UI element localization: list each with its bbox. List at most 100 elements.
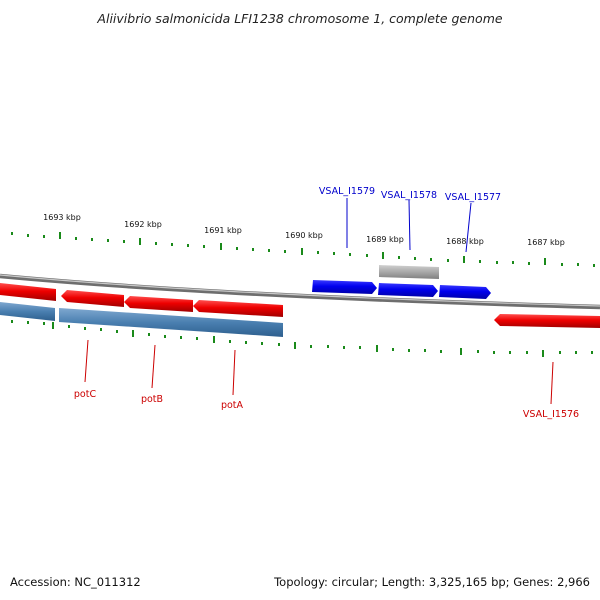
gene-label-vsal-i1577[interactable]: VSAL_I1577 (445, 192, 501, 203)
gene-label-pota[interactable]: potA (221, 400, 244, 411)
map-title: Aliivibrio salmonicida LFI1238 chromosom… (96, 11, 502, 26)
tick-label: 1690 kbp (285, 231, 323, 240)
cds-features (0, 302, 283, 337)
tick-mark (496, 261, 498, 264)
tick-mark (229, 340, 231, 343)
gene-arrow-vsal-i1578[interactable] (378, 283, 438, 297)
genome-backbone-highlight (0, 274, 600, 307)
cds-feature-left[interactable] (0, 302, 55, 321)
cds-feature-pot-operon[interactable] (59, 308, 283, 337)
genome-summary-text: Topology: circular; Length: 3,325,165 bp… (273, 575, 590, 589)
tick-mark (463, 256, 465, 263)
tick-row-upper (11, 232, 595, 267)
tick-mark (148, 333, 150, 336)
tick-mark (359, 346, 361, 349)
tick-mark (187, 244, 189, 247)
leader-line (151, 344, 156, 389)
tick-mark (528, 262, 530, 265)
tick-mark (236, 247, 238, 250)
tick-mark (526, 351, 528, 354)
tick-mark (268, 249, 270, 252)
leader-line (550, 361, 554, 405)
tick-mark (398, 256, 400, 259)
leader-line (84, 339, 89, 383)
tick-label: 1692 kbp (124, 220, 162, 229)
tick-mark (460, 348, 462, 355)
tick-mark (477, 350, 479, 353)
tick-mark (301, 248, 303, 255)
tick-mark (116, 330, 118, 333)
gene-arrow-left-partial[interactable] (0, 283, 56, 301)
reverse-genes (0, 283, 600, 328)
tick-mark (509, 351, 511, 354)
gene-label-vsal-i1576[interactable]: VSAL_I1576 (523, 409, 579, 420)
tick-mark (317, 251, 319, 254)
tick-mark (414, 257, 416, 260)
gene-label-potb[interactable]: potB (141, 394, 163, 405)
tick-mark (544, 258, 546, 265)
tick-mark (213, 336, 215, 343)
tick-mark (164, 335, 166, 338)
tick-mark (447, 259, 449, 262)
tick-mark (577, 263, 579, 266)
tick-mark (542, 350, 544, 357)
tick-mark (132, 330, 134, 337)
genome-backbone (0, 273, 600, 310)
tick-mark (52, 322, 54, 329)
tick-mark (203, 245, 205, 248)
tick-mark (100, 328, 102, 331)
gene-label-potc[interactable]: potC (74, 389, 97, 400)
tick-mark (561, 263, 563, 266)
tick-mark (349, 253, 351, 256)
label-leaders-top (346, 198, 472, 253)
gene-arrow-potc[interactable] (61, 290, 124, 307)
tick-label: 1693 kbp (43, 213, 81, 222)
gene-label-vsal-i1578[interactable]: VSAL_I1578 (381, 190, 437, 201)
tick-mark (333, 252, 335, 255)
leader-line (232, 349, 236, 396)
gene-arrow-pota[interactable] (193, 300, 283, 317)
tick-mark (59, 232, 61, 239)
tick-mark (91, 238, 93, 241)
tick-mark (84, 327, 86, 330)
tick-label: 1688 kbp (446, 237, 484, 246)
tick-mark (376, 345, 378, 352)
tick-mark (123, 240, 125, 243)
tick-mark (593, 264, 595, 267)
gene-arrow-potb[interactable] (124, 296, 193, 312)
tick-mark (11, 232, 13, 235)
tick-mark (107, 239, 109, 242)
tick-mark (575, 351, 577, 354)
tick-mark (278, 343, 280, 346)
tick-mark (43, 322, 45, 325)
tick-label: 1691 kbp (204, 226, 242, 235)
tick-mark (180, 336, 182, 339)
tick-mark (343, 346, 345, 349)
gene-label-vsal-i1579[interactable]: VSAL_I1579 (319, 186, 375, 197)
tick-label: 1687 kbp (527, 238, 565, 247)
tick-mark (261, 342, 263, 345)
tick-mark (252, 248, 254, 251)
accession-text: Accession: NC_011312 (10, 575, 141, 589)
tick-mark (408, 349, 410, 352)
forward-genes (312, 280, 491, 299)
tick-mark (479, 260, 481, 263)
gene-arrow-vsal-i1577[interactable] (439, 285, 491, 299)
tick-mark (366, 254, 368, 257)
tick-mark (171, 243, 173, 246)
tick-mark (196, 337, 198, 340)
tick-mark (43, 235, 45, 238)
gene-arrow-vsal-i1576[interactable] (494, 314, 600, 328)
tick-mark (245, 341, 247, 344)
tick-mark (512, 261, 514, 264)
gene-arrow-vsal-i1579[interactable] (312, 280, 377, 294)
gene-labels-top: VSAL_I1579 VSAL_I1578 VSAL_I1577 (319, 186, 501, 203)
tick-mark (382, 252, 384, 259)
tick-mark (220, 243, 222, 250)
grey-feature[interactable] (379, 265, 439, 279)
tick-row-lower (11, 320, 593, 357)
tick-mark (68, 325, 70, 328)
tick-mark (591, 351, 593, 354)
label-leaders-bottom (84, 339, 554, 405)
